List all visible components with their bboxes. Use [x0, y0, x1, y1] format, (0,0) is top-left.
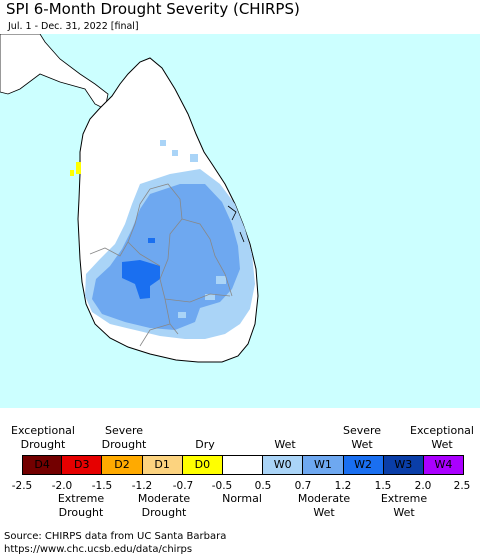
- legend-tick: -2.0: [51, 480, 73, 492]
- legend-tick: -1.5: [91, 480, 113, 492]
- legend-swatch-normal: [222, 455, 264, 475]
- legend-swatch-d3: D3: [62, 455, 103, 475]
- legend-tick: -0.5: [211, 480, 233, 492]
- legend-tick: 0.7: [294, 480, 312, 492]
- legend-tick: 1.5: [374, 480, 392, 492]
- legend-swatch-d1: D1: [142, 455, 183, 475]
- legend-tick: 2.0: [414, 480, 432, 492]
- legend-label-dry: Dry: [195, 438, 215, 451]
- legend-label-wet: Wet: [274, 438, 296, 451]
- legend-color-bar: D4 D3 D2 D1 D0 W0 W1 W2 W3 W4: [22, 455, 465, 475]
- d0-spot: [76, 162, 81, 174]
- legend-label-moderate-drought: Moderate Drought: [137, 492, 191, 519]
- sri-lanka-map: [0, 34, 480, 408]
- source-url[interactable]: https://www.chc.ucsb.edu/data/chirps: [4, 544, 193, 555]
- legend-tick: 1.2: [334, 480, 352, 492]
- legend-swatch-d4: D4: [22, 455, 63, 475]
- legend-label-exceptional-drought: Exceptional Drought: [11, 424, 75, 451]
- legend-swatch-w2: W2: [343, 455, 384, 475]
- legend-swatch-d2: D2: [102, 455, 143, 475]
- legend-swatch-d0: D0: [182, 455, 223, 475]
- legend-label-severe-wet: Severe Wet: [342, 424, 382, 451]
- legend-label-extreme-drought: Extreme Drought: [57, 492, 105, 519]
- legend-swatch-w0: W0: [263, 455, 304, 475]
- legend-label-moderate-wet: Moderate Wet: [297, 492, 351, 519]
- legend-tick: -0.7: [172, 480, 194, 492]
- map-subtitle: Jul. 1 - Dec. 31, 2022 [final]: [8, 21, 139, 32]
- legend-label-severe-drought: Severe Drought: [101, 424, 147, 451]
- source-credit: Source: CHIRPS data from UC Santa Barbar…: [4, 531, 227, 542]
- legend-tick: -1.2: [131, 480, 153, 492]
- legend-tick: -2.5: [11, 480, 33, 492]
- legend-swatch-w4: W4: [423, 455, 465, 475]
- legend-swatch-w1: W1: [303, 455, 344, 475]
- legend-label-normal: Normal: [222, 492, 262, 505]
- w2-spot: [148, 238, 155, 243]
- w1-region: [92, 184, 240, 330]
- india-coast: [0, 34, 109, 110]
- legend-tick: 2.5: [453, 480, 471, 492]
- legend-label-extreme-wet: Extreme Wet: [380, 492, 428, 519]
- w2-region: [122, 260, 160, 299]
- legend-label-exceptional-wet: Exceptional Wet: [410, 424, 474, 451]
- district-boundaries: [89, 183, 233, 347]
- map-title: SPI 6-Month Drought Severity (CHIRPS): [6, 0, 300, 18]
- legend-tick: 0.5: [254, 480, 272, 492]
- legend-swatch-w3: W3: [383, 455, 424, 475]
